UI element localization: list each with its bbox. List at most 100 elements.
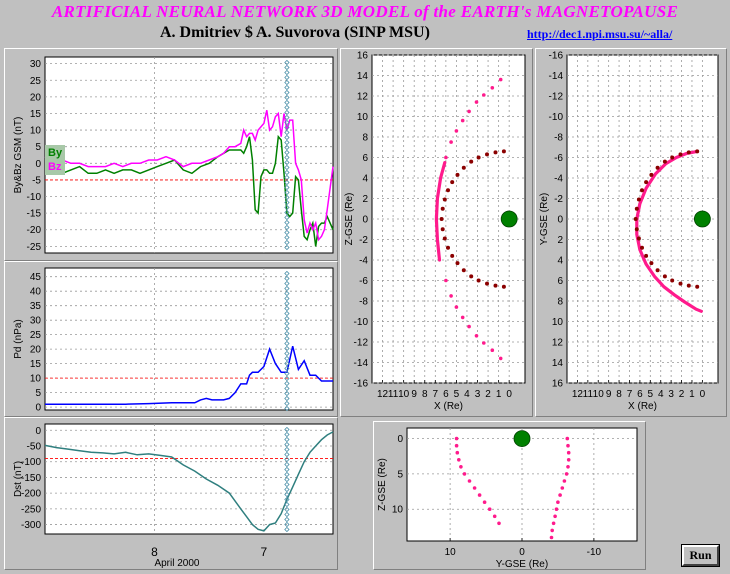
y-tick-label: -10	[549, 112, 564, 123]
y-tick-label: 12	[552, 338, 564, 349]
y-tick-label: -8	[554, 133, 563, 144]
reference-point	[476, 155, 481, 160]
cursor-marker	[284, 456, 290, 463]
cursor-marker	[284, 385, 290, 392]
y-tick-label: 5	[397, 469, 403, 480]
reference-point	[678, 152, 683, 157]
cursor-marker	[284, 521, 290, 528]
x-tick-label: 3	[668, 389, 674, 400]
magnetopause-point	[566, 443, 570, 448]
reference-point	[469, 274, 474, 279]
magnetopause-point	[566, 465, 570, 469]
y-tick-label: -2	[554, 194, 563, 205]
reference-point	[501, 149, 506, 154]
magnetopause-point	[482, 93, 486, 97]
y-tick-label: 30	[30, 316, 42, 327]
cursor-marker	[284, 139, 290, 146]
magnetopause-point	[455, 450, 460, 455]
reference-point	[455, 261, 460, 266]
x-axis-label: April 2000	[154, 558, 199, 569]
x-tick-label: 4	[464, 389, 470, 400]
reference-point	[442, 197, 447, 202]
y-tick-label: -100	[21, 457, 41, 468]
reference-point	[446, 188, 450, 193]
y-tick-label: -20	[27, 225, 42, 236]
magnetopause-point	[467, 109, 471, 114]
cursor-marker	[284, 340, 290, 347]
magnetopause-point	[498, 77, 503, 82]
x-tick-label: 10	[398, 389, 410, 400]
cursor-marker	[284, 405, 290, 412]
magnetopause-point	[550, 528, 554, 533]
y-tick-label: -6	[554, 153, 563, 164]
cursor-marker	[284, 466, 290, 473]
x-tick-label: 3	[475, 389, 481, 400]
magnetopause-curve	[635, 149, 703, 313]
reference-point	[439, 217, 444, 221]
magnetopause-point	[482, 500, 487, 504]
homepage-link[interactable]: http://dec1.npi.msu.su/~alla/	[527, 27, 673, 41]
reference-point	[640, 188, 644, 193]
cursor-marker	[284, 124, 290, 131]
x-tick-label: 8	[616, 389, 622, 400]
reference-point	[485, 281, 489, 286]
cursor-marker	[284, 461, 290, 468]
y-tick-label: 15	[30, 359, 42, 370]
reference-point	[686, 283, 691, 288]
y-tick-label: -14	[549, 71, 564, 82]
x-tick-label: 2	[485, 389, 491, 400]
magnetopause-point	[558, 493, 562, 497]
magnetopause-point	[444, 278, 448, 283]
y-tick-label: -200	[21, 489, 41, 500]
y-axis-label: Dst (nT)	[13, 461, 24, 497]
reference-point	[476, 278, 481, 283]
cursor-marker	[284, 390, 290, 397]
y-tick-label: 5	[35, 388, 41, 399]
magnetopause-point	[565, 436, 570, 441]
reference-point	[636, 197, 641, 202]
y-tick-label: 25	[30, 330, 42, 341]
cursor-marker	[284, 451, 290, 458]
cursor-marker	[284, 244, 290, 251]
y-tick-label: 20	[30, 92, 42, 103]
reference-point	[695, 284, 700, 289]
cursor-marker	[284, 194, 290, 201]
cursor-marker	[284, 486, 290, 493]
reference-point	[655, 268, 660, 273]
magnetopause-point	[474, 334, 479, 338]
cursor-marker	[284, 380, 290, 387]
magnetopause-point	[449, 140, 453, 144]
cursor-marker	[284, 74, 290, 81]
series-line-by	[45, 134, 334, 247]
cursor-marker	[284, 119, 290, 126]
xz-chart: 12 11 10 9 8 7 6 5 4 3 2 1 01614121086420-2-4-6-8-10…	[344, 51, 526, 412]
cursor-marker	[284, 169, 290, 176]
cursor-marker	[284, 94, 290, 101]
cursor-marker	[284, 310, 290, 317]
pd-chart: 45 40 35 30 25 20 15 10 5 0 Pd (nPa)	[13, 267, 334, 414]
cursor-marker	[284, 199, 290, 206]
cursor-marker	[284, 441, 290, 448]
y-tick-label: 10	[357, 112, 369, 123]
y-tick-label: 4	[557, 256, 563, 267]
y-tick-label: -16	[354, 379, 369, 390]
y-tick-label: 40	[30, 287, 42, 298]
yz-chart: 10 0 -10 0 5 10 Y-GSE (Re) Z-GSE (Re)	[377, 427, 638, 569]
y-tick-label: 0	[557, 215, 563, 226]
magnetopause-point	[449, 294, 453, 298]
y-tick-label: 30	[30, 59, 42, 70]
run-button[interactable]: Run	[681, 544, 720, 567]
authors-subtitle: A. Dmitriev $ A. Suvorova (SINP MSU)	[160, 24, 430, 41]
cursor-marker	[284, 476, 290, 483]
cursor-marker	[284, 134, 290, 141]
reference-point	[670, 155, 675, 160]
y-tick-label: 0	[35, 159, 41, 170]
cursor-marker	[284, 89, 290, 96]
y-tick-label: 14	[552, 358, 564, 369]
reference-point	[670, 278, 675, 283]
magnetopause-point	[474, 100, 479, 104]
magnetopause-point	[472, 486, 477, 490]
reference-point	[485, 152, 489, 157]
magnetopause-point	[467, 324, 471, 329]
x-tick-label: 5	[648, 389, 654, 400]
